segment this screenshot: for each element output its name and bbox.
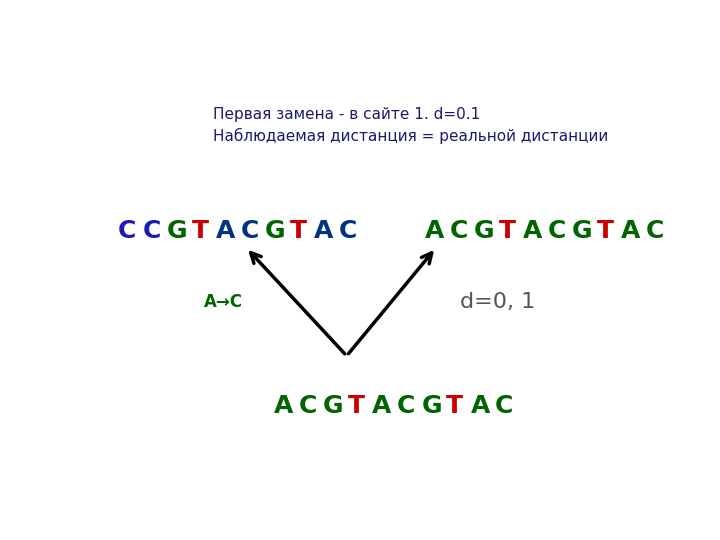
- Text: A: A: [274, 394, 294, 418]
- Text: Первая замена - в сайте 1. d=0.1: Первая замена - в сайте 1. d=0.1: [213, 107, 480, 122]
- Text: T: T: [446, 394, 463, 418]
- Text: G: G: [323, 394, 344, 418]
- Text: T: T: [498, 219, 516, 243]
- Text: C: C: [646, 219, 664, 243]
- Text: C: C: [143, 219, 161, 243]
- Text: C: C: [548, 219, 566, 243]
- Text: T: T: [192, 219, 209, 243]
- Text: C: C: [397, 394, 415, 418]
- Text: d=0, 1: d=0, 1: [459, 292, 535, 312]
- Text: G: G: [265, 219, 286, 243]
- Text: G: G: [474, 219, 495, 243]
- Text: C: C: [495, 394, 513, 418]
- Text: A: A: [471, 394, 490, 418]
- Text: T: T: [597, 219, 613, 243]
- Text: A→C: A→C: [204, 293, 243, 311]
- Text: A: A: [372, 394, 392, 418]
- Text: G: G: [421, 394, 442, 418]
- Text: A: A: [621, 219, 641, 243]
- Text: C: C: [118, 219, 136, 243]
- Text: C: C: [240, 219, 259, 243]
- Text: A: A: [315, 219, 333, 243]
- Text: T: T: [289, 219, 307, 243]
- Text: C: C: [339, 219, 357, 243]
- Text: A: A: [425, 219, 444, 243]
- Text: C: C: [299, 394, 317, 418]
- Text: A: A: [523, 219, 542, 243]
- Text: Наблюдаемая дистанция = реальной дистанции: Наблюдаемая дистанция = реальной дистанц…: [213, 127, 608, 144]
- Text: G: G: [167, 219, 188, 243]
- Text: G: G: [572, 219, 593, 243]
- Text: A: A: [216, 219, 235, 243]
- Text: C: C: [449, 219, 468, 243]
- Text: T: T: [348, 394, 365, 418]
